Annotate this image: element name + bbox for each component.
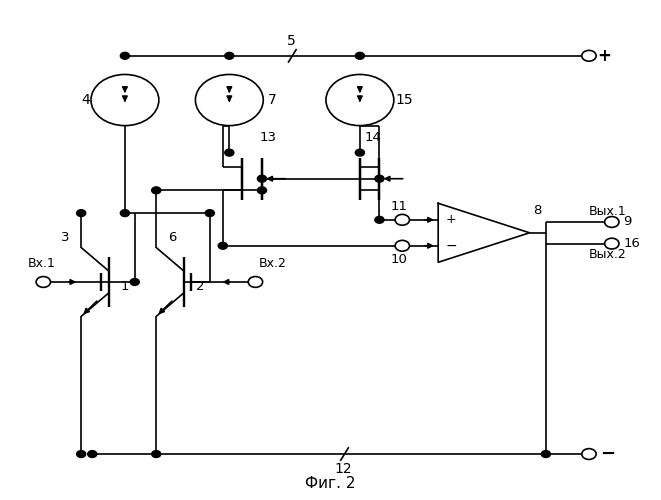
Circle shape [218,242,227,249]
Circle shape [395,214,409,225]
Circle shape [395,240,409,251]
Circle shape [77,210,86,216]
Text: Вх.1: Вх.1 [27,257,56,270]
Text: 8: 8 [533,204,541,216]
Text: 16: 16 [623,237,641,250]
Circle shape [77,450,86,458]
Circle shape [88,450,97,458]
Circle shape [120,52,130,59]
Circle shape [151,187,161,194]
Text: 13: 13 [260,132,277,144]
Text: 1: 1 [121,280,129,293]
Circle shape [356,149,364,156]
Text: 3: 3 [61,231,69,244]
Text: +: + [598,47,611,65]
Circle shape [541,450,551,458]
Circle shape [582,50,596,61]
Text: 11: 11 [391,200,408,212]
Text: 7: 7 [268,93,276,107]
Circle shape [375,176,384,182]
Text: 4: 4 [81,93,90,107]
Circle shape [151,450,161,458]
Circle shape [605,216,619,228]
Text: Вых.2: Вых.2 [588,248,626,261]
Text: 6: 6 [169,231,176,244]
Text: −: − [446,239,457,253]
Circle shape [356,52,364,59]
Text: 9: 9 [623,216,632,228]
Circle shape [120,210,130,216]
Circle shape [130,278,139,285]
Text: 10: 10 [391,253,407,266]
Circle shape [36,276,50,287]
Text: −: − [600,445,615,463]
Text: 5: 5 [287,34,295,48]
Circle shape [205,210,214,216]
Circle shape [249,276,262,287]
Text: 14: 14 [364,132,381,144]
Circle shape [375,216,384,224]
Text: 12: 12 [334,462,352,476]
Circle shape [91,74,159,126]
Text: Вых.1: Вых.1 [588,204,626,218]
Circle shape [326,74,394,126]
Text: 15: 15 [395,93,413,107]
Circle shape [605,238,619,249]
Text: 2: 2 [196,280,204,293]
Circle shape [196,74,263,126]
Circle shape [225,52,234,59]
Circle shape [257,176,266,182]
Circle shape [225,149,234,156]
Text: Фиг. 2: Фиг. 2 [305,476,356,491]
Circle shape [582,448,596,460]
Circle shape [257,187,266,194]
Text: +: + [446,214,457,226]
Text: Вх.2: Вх.2 [258,257,287,270]
